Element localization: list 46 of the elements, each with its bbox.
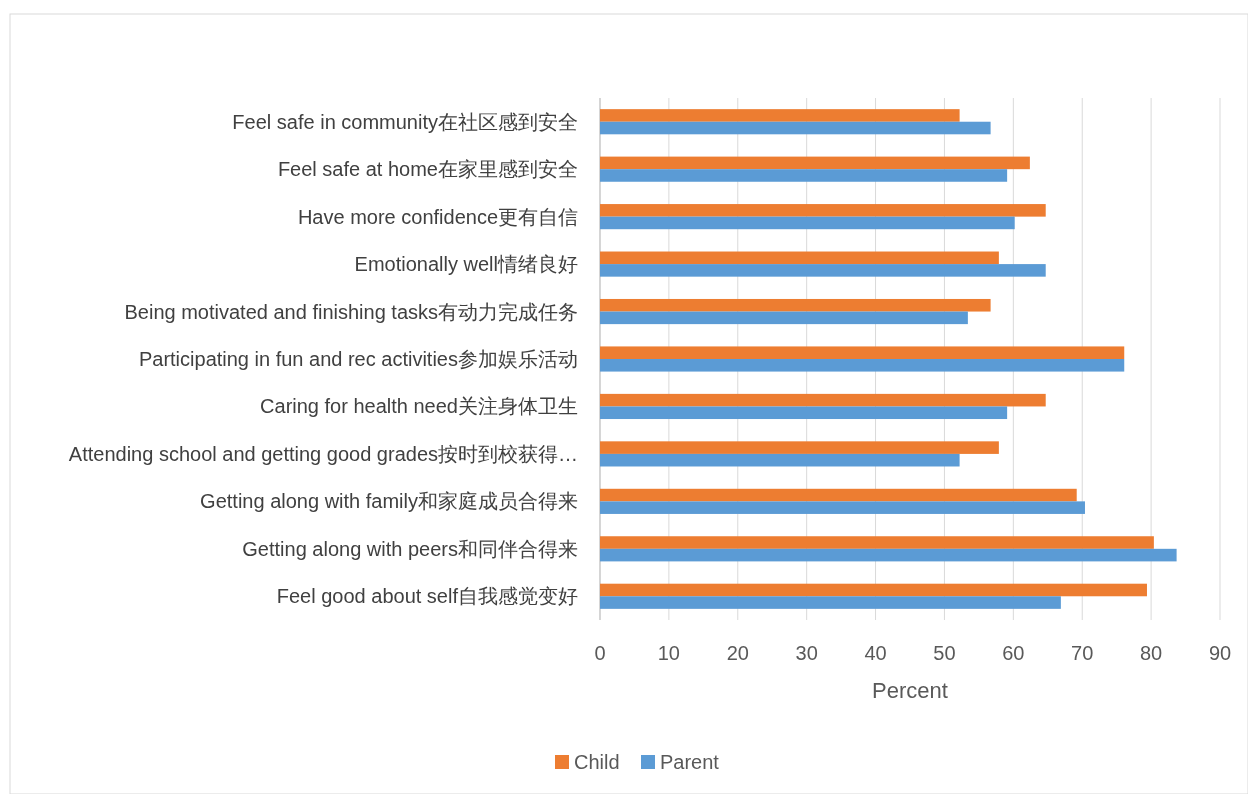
y-tick-label: Emotionally well情绪良好 bbox=[354, 253, 578, 276]
y-tick-label: Have more confidence更有自信 bbox=[297, 205, 578, 228]
bar bbox=[600, 406, 1008, 420]
bar bbox=[600, 346, 1125, 359]
bar bbox=[600, 216, 1015, 230]
bar bbox=[600, 264, 1046, 277]
y-tick-label: Participating in fun and rec activities参加娱乐活动 bbox=[138, 348, 578, 370]
bar bbox=[600, 548, 1177, 562]
x-tick-label: 60 bbox=[1002, 642, 1025, 664]
x-tick-label: 40 bbox=[864, 642, 887, 664]
bar bbox=[600, 453, 960, 467]
bar bbox=[600, 393, 1046, 407]
y-tick-label: Feel good about self自我感觉变好 bbox=[276, 585, 578, 608]
y-tick-label: Feel safe at home在家里感到安全 bbox=[277, 158, 578, 181]
y-tick-label: Attending school and getting good grades按时到校获得… bbox=[68, 442, 578, 465]
x-tick-label: 50 bbox=[933, 642, 956, 664]
x-axis-title: Percent bbox=[872, 678, 948, 703]
bar bbox=[600, 536, 1154, 549]
bar bbox=[600, 441, 999, 454]
bar bbox=[600, 501, 1085, 514]
bar bbox=[600, 359, 1125, 372]
bar bbox=[600, 583, 1147, 597]
legend-label: Parent bbox=[660, 751, 720, 773]
x-tick-label: 90 bbox=[1208, 642, 1232, 664]
bar bbox=[600, 596, 1061, 609]
y-tick-label: Feel safe in community在社区感到安全 bbox=[232, 110, 578, 133]
bar bbox=[600, 204, 1046, 217]
bar bbox=[600, 121, 991, 135]
x-tick-label: 80 bbox=[1139, 642, 1163, 664]
x-tick-label: 20 bbox=[726, 642, 749, 664]
y-tick-label: Being motivated and finishing tasks有动力完成任务 bbox=[124, 300, 578, 323]
bar bbox=[600, 109, 960, 122]
y-tick-label: Caring for health need关注身体卫生 bbox=[260, 395, 578, 418]
legend-label: Child bbox=[574, 751, 620, 773]
x-tick-label: 30 bbox=[795, 642, 818, 664]
bar bbox=[600, 169, 1008, 182]
bar bbox=[600, 298, 991, 312]
x-tick-label: 0 bbox=[594, 642, 606, 664]
x-tick-label: 70 bbox=[1071, 642, 1094, 664]
bar bbox=[600, 156, 1030, 170]
y-tick-label: Getting along with peers和同伴合得来 bbox=[242, 537, 578, 560]
y-tick-label: Getting along with family和家庭成员合得来 bbox=[200, 490, 578, 513]
bar bbox=[600, 311, 968, 325]
bar bbox=[600, 488, 1077, 502]
bar bbox=[600, 251, 999, 265]
x-tick-label: 10 bbox=[657, 642, 681, 664]
